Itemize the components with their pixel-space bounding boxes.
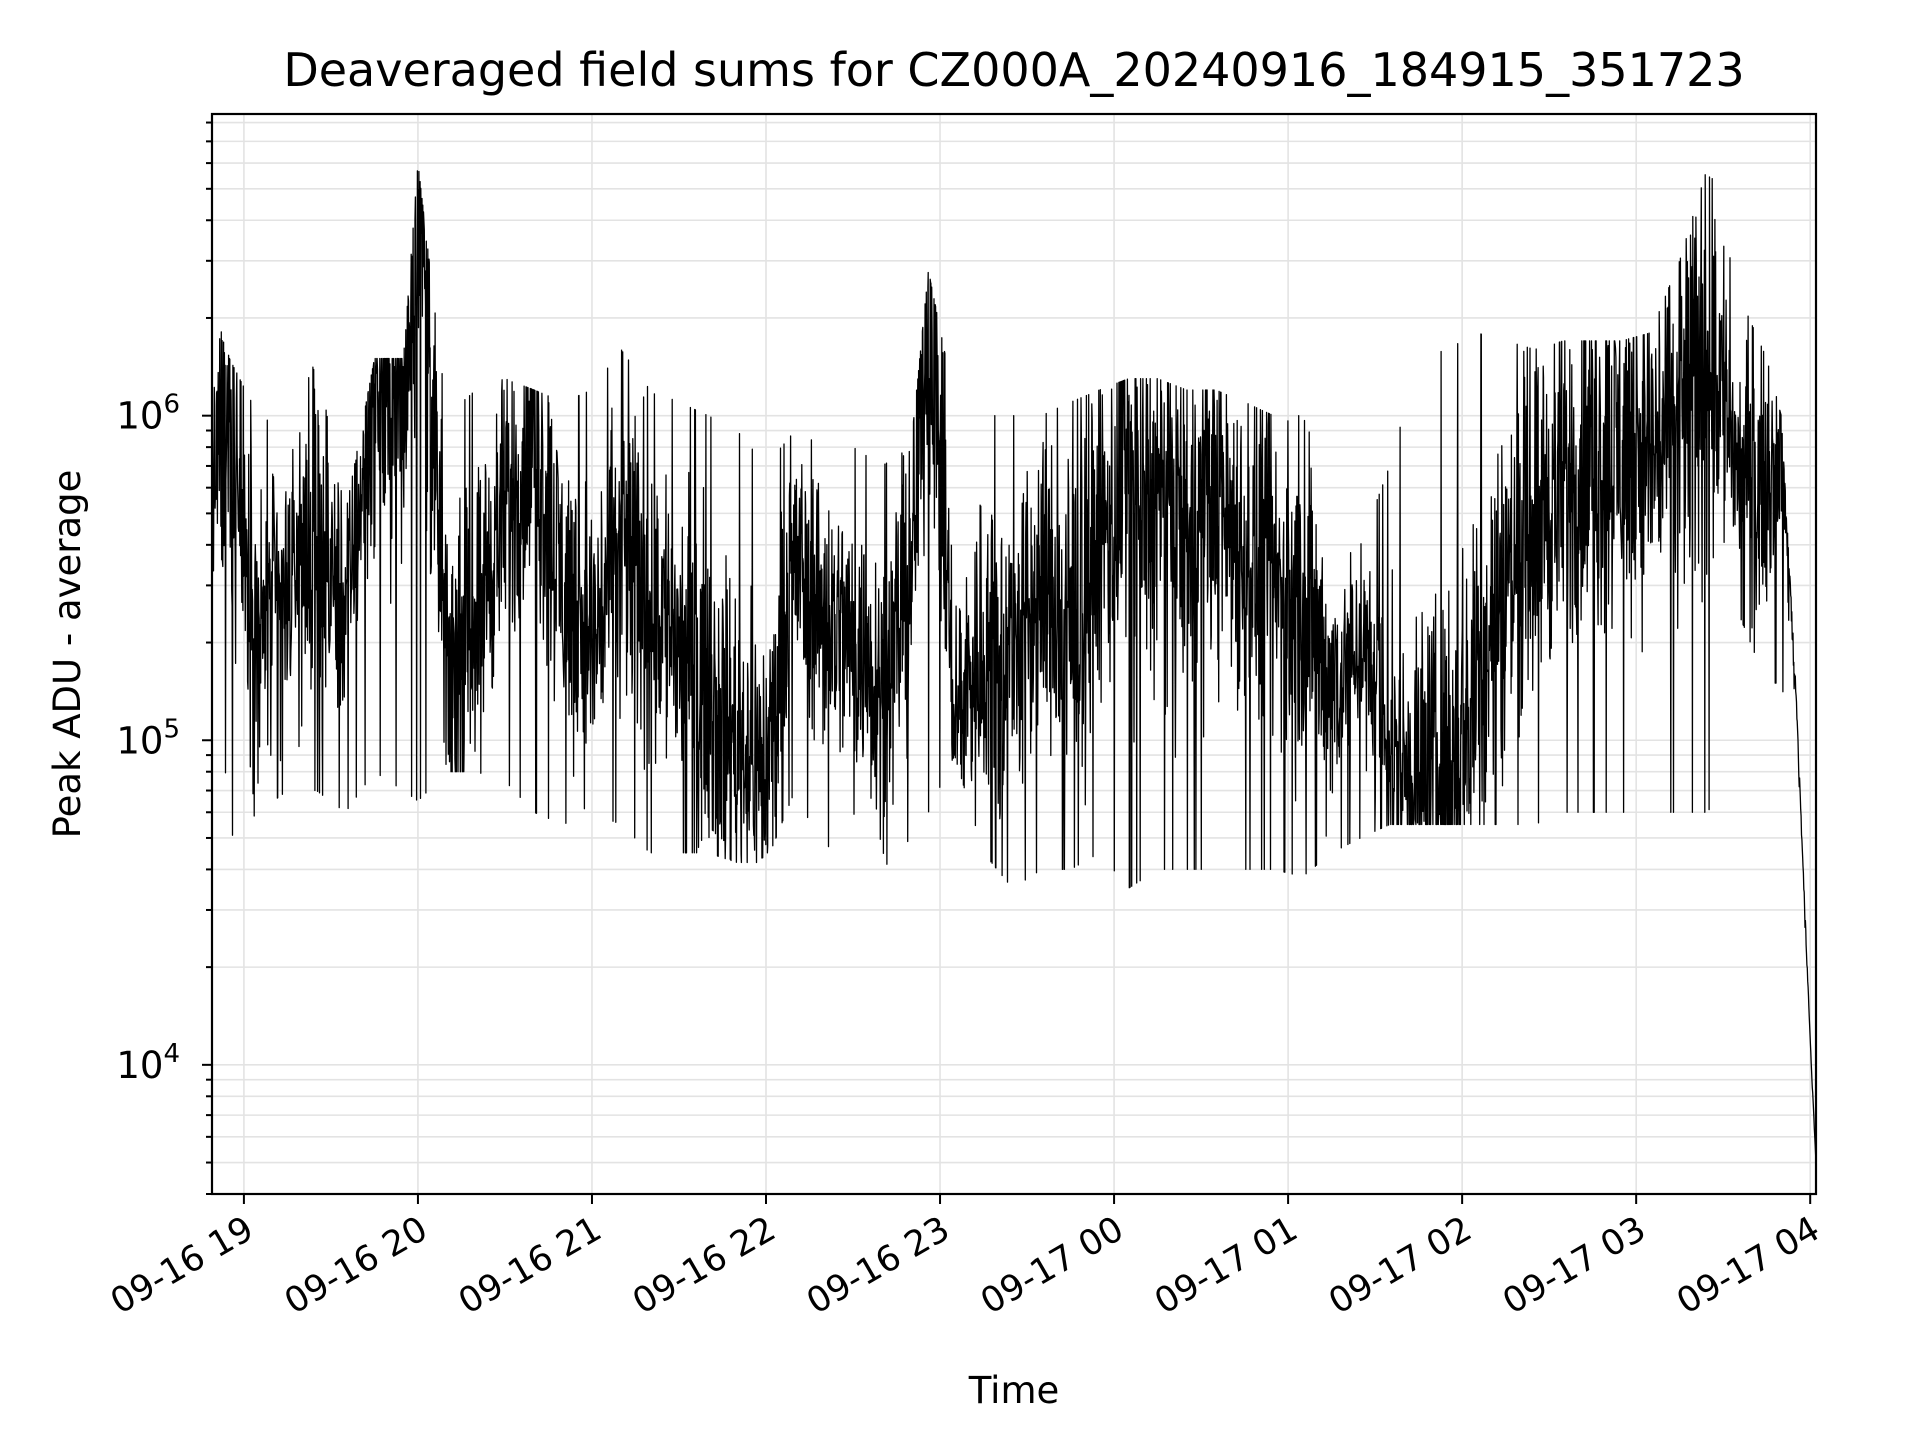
y-tick-label: 104 [116,1039,180,1087]
x-tick-label: 09-16 22 [626,1209,782,1322]
x-tick-label: 09-17 04 [1670,1209,1826,1322]
x-tick-label: 09-17 03 [1496,1209,1652,1322]
plot-frame [210,112,1818,1196]
x-tick-label: 09-16 19 [104,1209,260,1322]
x-axis-label: Time [968,1369,1060,1412]
y-tick-label: 106 [116,390,180,438]
x-tick-label: 09-16 21 [452,1209,608,1322]
x-tick-label: 09-16 23 [800,1209,956,1322]
y-tick-base: 10 [116,719,163,762]
x-tick-label: 09-17 02 [1322,1209,1478,1322]
x-tick-label: 09-16 20 [278,1209,434,1322]
series-layer [211,170,1817,1159]
chart-title: Deaveraged field sums for CZ000A_2024091… [283,43,1744,97]
x-tick-label: 09-17 01 [1148,1209,1304,1322]
y-tick-label: 105 [116,714,180,762]
axis-ticks [202,121,1812,1204]
y-tick-exponent: 4 [163,1039,180,1069]
y-tick-exponent: 6 [163,390,180,420]
y-tick-base: 10 [116,395,163,438]
series-line [211,170,1817,1159]
y-tick-base: 10 [116,1044,163,1087]
y-tick-exponent: 5 [163,714,180,744]
y-axis-label: Peak ADU - average [46,470,89,839]
x-tick-label: 09-17 00 [974,1209,1130,1322]
